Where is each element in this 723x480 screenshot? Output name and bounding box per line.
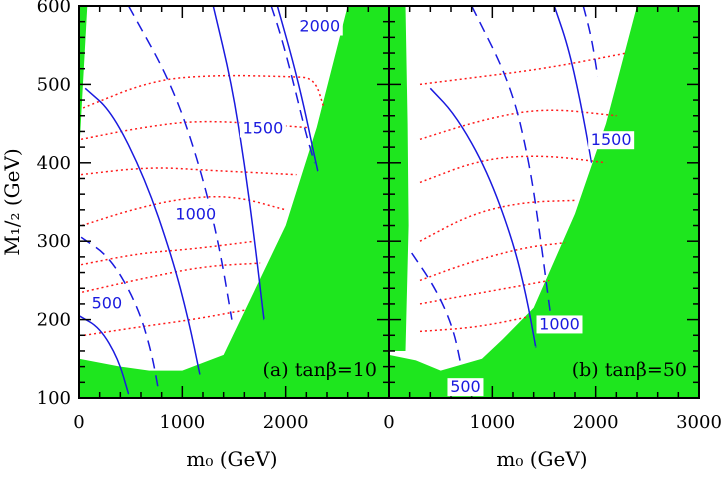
dotted-contour-2-7 bbox=[419, 52, 628, 86]
solid-contour-1-4 bbox=[276, 6, 319, 172]
dashed-contour-1-2 bbox=[127, 6, 233, 320]
excluded-region-1-2 bbox=[79, 6, 389, 398]
dotted-contour-1-3 bbox=[80, 240, 255, 266]
x-axis-label: m₀ (GeV) bbox=[186, 447, 277, 471]
solid-contour-1-1 bbox=[79, 315, 130, 395]
x-tick-label: 3000 bbox=[676, 412, 722, 433]
panel-label-1: (a) tanβ=10 bbox=[263, 359, 377, 381]
x-tick-label: 2000 bbox=[573, 412, 619, 433]
excluded-region-2-2 bbox=[389, 6, 699, 398]
dotted-contour-2-2 bbox=[419, 279, 550, 305]
dotted-contour-2-4 bbox=[419, 199, 576, 242]
contour-label-bg bbox=[296, 17, 343, 36]
dotted-contour-2-3 bbox=[419, 242, 566, 282]
excluded-region-2-1 bbox=[389, 6, 409, 398]
y-tick-label: 600 bbox=[37, 0, 71, 17]
y-tick-label: 200 bbox=[37, 310, 71, 331]
contour-label-bg bbox=[239, 119, 286, 138]
contour-label-2-2: 1000 bbox=[539, 314, 580, 333]
y-tick-label: 400 bbox=[37, 153, 71, 174]
contour-label-bg bbox=[172, 205, 219, 224]
solid-contour-2-1 bbox=[429, 87, 537, 348]
contour-label-1-2: 1000 bbox=[175, 205, 216, 224]
y-tick-label: 100 bbox=[37, 388, 71, 409]
dashed-contour-2-1 bbox=[411, 252, 463, 367]
dashed-contour-2-2 bbox=[471, 6, 551, 313]
solid-contour-1-2 bbox=[84, 87, 201, 375]
contour-label-bg bbox=[88, 294, 125, 313]
x-tick-label: 1000 bbox=[159, 412, 205, 433]
dotted-contour-1-1 bbox=[84, 309, 245, 337]
y-axis-label: M₁/₂ (GeV) bbox=[0, 148, 24, 255]
contour-label-1-4: 2000 bbox=[299, 17, 340, 36]
excluded-region-1-1 bbox=[79, 6, 88, 398]
x-tick-label: 1000 bbox=[469, 412, 515, 433]
panel-frame-2 bbox=[388, 5, 700, 399]
contour-label-2-1: 1500 bbox=[591, 130, 632, 149]
dotted-contour-1-4 bbox=[81, 195, 287, 227]
contour-label-bg bbox=[536, 315, 583, 334]
dotted-contour-2-6 bbox=[419, 109, 618, 141]
x-tick-label: 0 bbox=[73, 412, 84, 433]
contour-label-bg bbox=[588, 131, 635, 150]
dashed-contour-2-3 bbox=[582, 6, 599, 77]
dotted-contour-1-5 bbox=[81, 167, 297, 176]
y-tick-label: 300 bbox=[37, 231, 71, 252]
solid-contour-1-3 bbox=[212, 6, 265, 321]
contour-label-bg bbox=[447, 378, 484, 397]
dashed-contour-1-3 bbox=[270, 6, 316, 164]
panel-label-2: (b) tanβ=50 bbox=[572, 359, 687, 381]
x-tick-label: 0 bbox=[383, 412, 394, 433]
dotted-contour-1-2 bbox=[81, 262, 261, 293]
y-tick-label: 500 bbox=[37, 74, 71, 95]
contour-label-1-1: 500 bbox=[92, 293, 123, 312]
contour-label-1-3: 1500 bbox=[243, 118, 284, 137]
solid-contour-2-2 bbox=[553, 6, 593, 164]
x-axis-label: m₀ (GeV) bbox=[496, 447, 587, 471]
contour-label-2-3: 500 bbox=[450, 377, 481, 396]
dotted-contour-1-7 bbox=[82, 74, 325, 109]
dotted-contour-2-5 bbox=[419, 155, 607, 184]
x-tick-label: 2000 bbox=[263, 412, 309, 433]
